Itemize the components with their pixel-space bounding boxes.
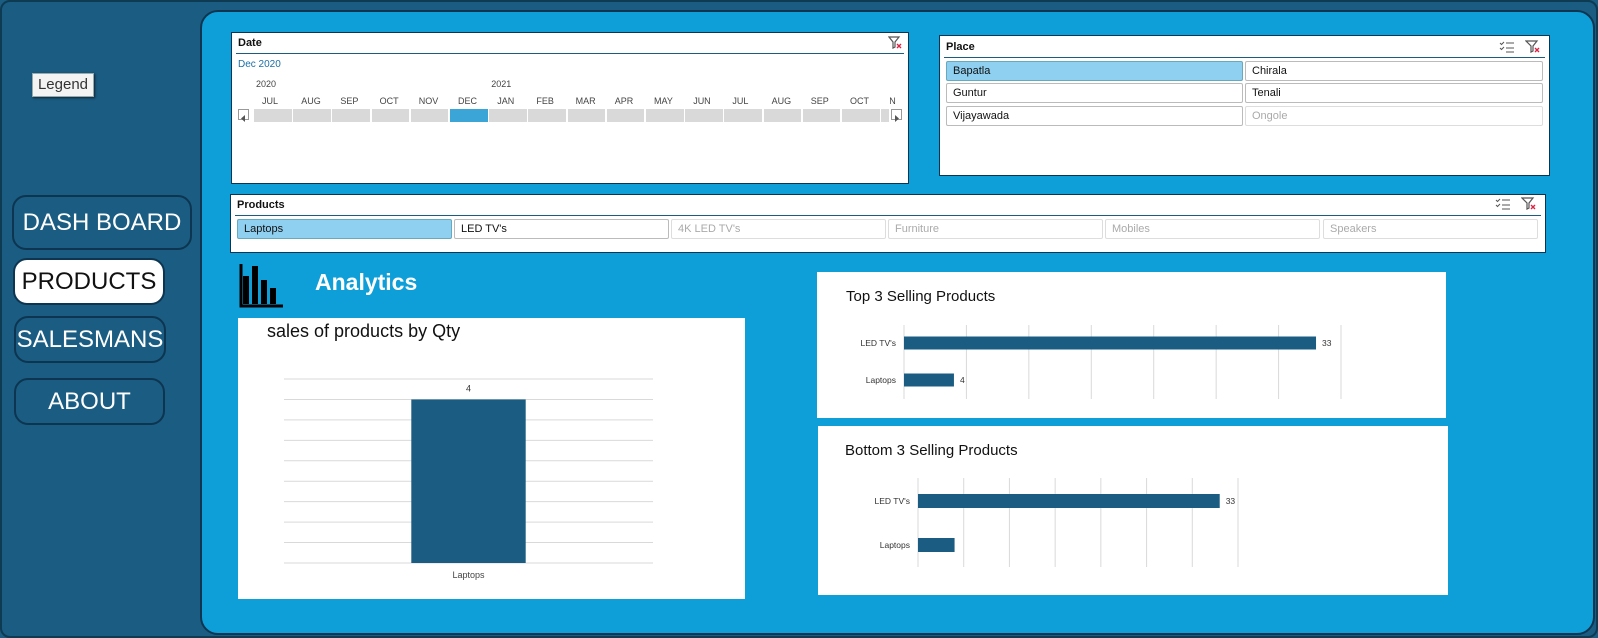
- timeline-month-label: MAR: [575, 96, 596, 106]
- timeline-month-label: MAY: [654, 96, 673, 106]
- products-slicer: Products Laptops LED TV's 4K LED TV's Fu…: [230, 194, 1546, 253]
- category-label: LED TV's: [861, 338, 896, 348]
- data-label: 4: [960, 375, 965, 385]
- timeline-month-label: AUG: [771, 96, 792, 106]
- timeline-month-cell[interactable]: [567, 109, 606, 122]
- timeline-month-cell[interactable]: [371, 109, 410, 122]
- timeline-month-cell[interactable]: [606, 109, 645, 122]
- timeline-month-cell[interactable]: [802, 109, 841, 122]
- chart-title: Bottom 3 Selling Products: [845, 442, 1018, 459]
- place-option-vijayawada[interactable]: Vijayawada: [946, 106, 1243, 126]
- place-option-guntur[interactable]: Guntur: [946, 83, 1243, 103]
- multi-select-icon[interactable]: [1499, 40, 1515, 54]
- date-slicer-title: Date: [238, 37, 262, 49]
- bar-chart-icon: [239, 262, 285, 308]
- timeline-month-cell[interactable]: [450, 109, 488, 122]
- top-selling-chart-card: Top 3 Selling Products LED TV's 33 Laptops…: [817, 272, 1446, 418]
- bar: [904, 373, 954, 387]
- place-slicer-title: Place: [946, 41, 975, 53]
- timeline-month-cell[interactable]: [293, 109, 331, 122]
- timeline-month-cell[interactable]: [842, 109, 880, 122]
- chart-title: sales of products by Qty: [267, 321, 461, 341]
- timeline-month-label: DEC: [458, 96, 478, 106]
- bottom-selling-chart-card: Bottom 3 Selling Products LED TV's 33 Lapt…: [818, 426, 1448, 595]
- timeline-month-label: JUL: [262, 96, 279, 106]
- product-option-furniture[interactable]: Furniture: [888, 219, 1103, 239]
- timeline-month-label: OCT: [850, 96, 869, 106]
- date-timeline-slicer: Date Dec 2020 JUL AUG SEP OCT NOV DEC JAN FEB MA…: [231, 32, 909, 184]
- sales-by-qty-chart: 4 Laptops: [284, 378, 653, 580]
- category-label: LED TV's: [875, 496, 910, 506]
- clear-filter-icon[interactable]: [1524, 40, 1541, 54]
- timeline-month-label: AUG: [301, 96, 321, 106]
- place-option-tenali[interactable]: Tenali: [1245, 83, 1543, 103]
- nav-dashboard-button[interactable]: DASH BOARD: [12, 195, 192, 250]
- category-label: Laptops: [866, 375, 896, 385]
- multi-select-icon[interactable]: [1495, 197, 1511, 211]
- place-option-ongole[interactable]: Ongole: [1245, 106, 1543, 126]
- place-slicer: Place Bapatla Chirala Guntur Tenali Vija…: [939, 35, 1550, 176]
- products-slicer-title: Products: [237, 199, 285, 211]
- place-option-bapatla[interactable]: Bapatla: [946, 61, 1243, 81]
- timeline-month-label: JUL: [732, 96, 749, 106]
- timeline-month-label: JUN: [693, 96, 711, 106]
- product-option-led-tvs[interactable]: LED TV's: [454, 219, 669, 239]
- nav-products-button[interactable]: PRODUCTS: [13, 258, 165, 305]
- timeline-month-label: JAN: [497, 96, 515, 106]
- timeline-month-label: SEP: [340, 96, 359, 106]
- timeline-month-cell[interactable]: [528, 109, 567, 122]
- timeline-month-cell[interactable]: [881, 109, 890, 122]
- timeline-year-label: 2020: [256, 79, 277, 89]
- clear-filter-icon[interactable]: [887, 36, 902, 55]
- product-option-4k-led-tvs[interactable]: 4K LED TV's: [671, 219, 886, 239]
- category-label: Laptops: [880, 540, 910, 550]
- chart-title: Top 3 Selling Products: [846, 288, 996, 305]
- timeline-year-label: 2021: [491, 79, 512, 89]
- category-label: Laptops: [452, 570, 485, 580]
- timeline-month-label: APR: [614, 96, 634, 106]
- nav-salesmans-button[interactable]: SALESMANS: [14, 316, 166, 363]
- place-option-chirala[interactable]: Chirala: [1245, 61, 1543, 81]
- bar: [918, 494, 1220, 508]
- top-selling-chart: LED TV's 33 Laptops 4: [861, 325, 1342, 399]
- product-option-speakers[interactable]: Speakers: [1323, 219, 1538, 239]
- timeline-month-cell[interactable]: [763, 109, 802, 122]
- timeline-month-cell[interactable]: [685, 109, 723, 122]
- analytics-heading: Analytics: [315, 269, 418, 295]
- data-label: 33: [1226, 496, 1236, 506]
- timeline-month-label: FEB: [536, 96, 554, 106]
- divider: [236, 53, 904, 54]
- selected-period-label: Dec 2020: [238, 59, 281, 70]
- timeline-month-cell[interactable]: [646, 109, 684, 122]
- timeline-month-cell[interactable]: [332, 109, 371, 122]
- divider: [944, 57, 1545, 58]
- timeline-month-label: SEP: [810, 96, 829, 106]
- nav-about-button[interactable]: ABOUT: [14, 378, 165, 425]
- product-option-laptops[interactable]: Laptops: [237, 219, 452, 239]
- sales-by-qty-chart-card: sales of products by Qty 4 Laptops: [238, 318, 745, 599]
- legend-button[interactable]: Legend: [32, 73, 94, 97]
- bar: [918, 538, 955, 552]
- product-option-mobiles[interactable]: Mobiles: [1105, 219, 1320, 239]
- clear-filter-icon[interactable]: [1520, 197, 1537, 211]
- timeline-month-cell[interactable]: [410, 109, 449, 122]
- timeline-month-cell[interactable]: [489, 109, 527, 122]
- timeline-month-cell[interactable]: [724, 109, 763, 122]
- timeline-month-label: OCT: [379, 96, 399, 106]
- timeline-month-label: NOV: [418, 96, 439, 106]
- scroll-right-arrow[interactable]: [891, 109, 902, 122]
- scroll-left-arrow[interactable]: [238, 109, 249, 122]
- timeline-month-cell[interactable]: [254, 109, 292, 122]
- bottom-selling-chart: LED TV's 33 Laptops: [875, 478, 1239, 567]
- timeline-month-label: N: [889, 96, 896, 106]
- bar: [904, 336, 1317, 350]
- data-label: 33: [1322, 338, 1332, 348]
- bar: [411, 399, 526, 563]
- data-label: 4: [466, 383, 471, 393]
- divider: [235, 215, 1541, 216]
